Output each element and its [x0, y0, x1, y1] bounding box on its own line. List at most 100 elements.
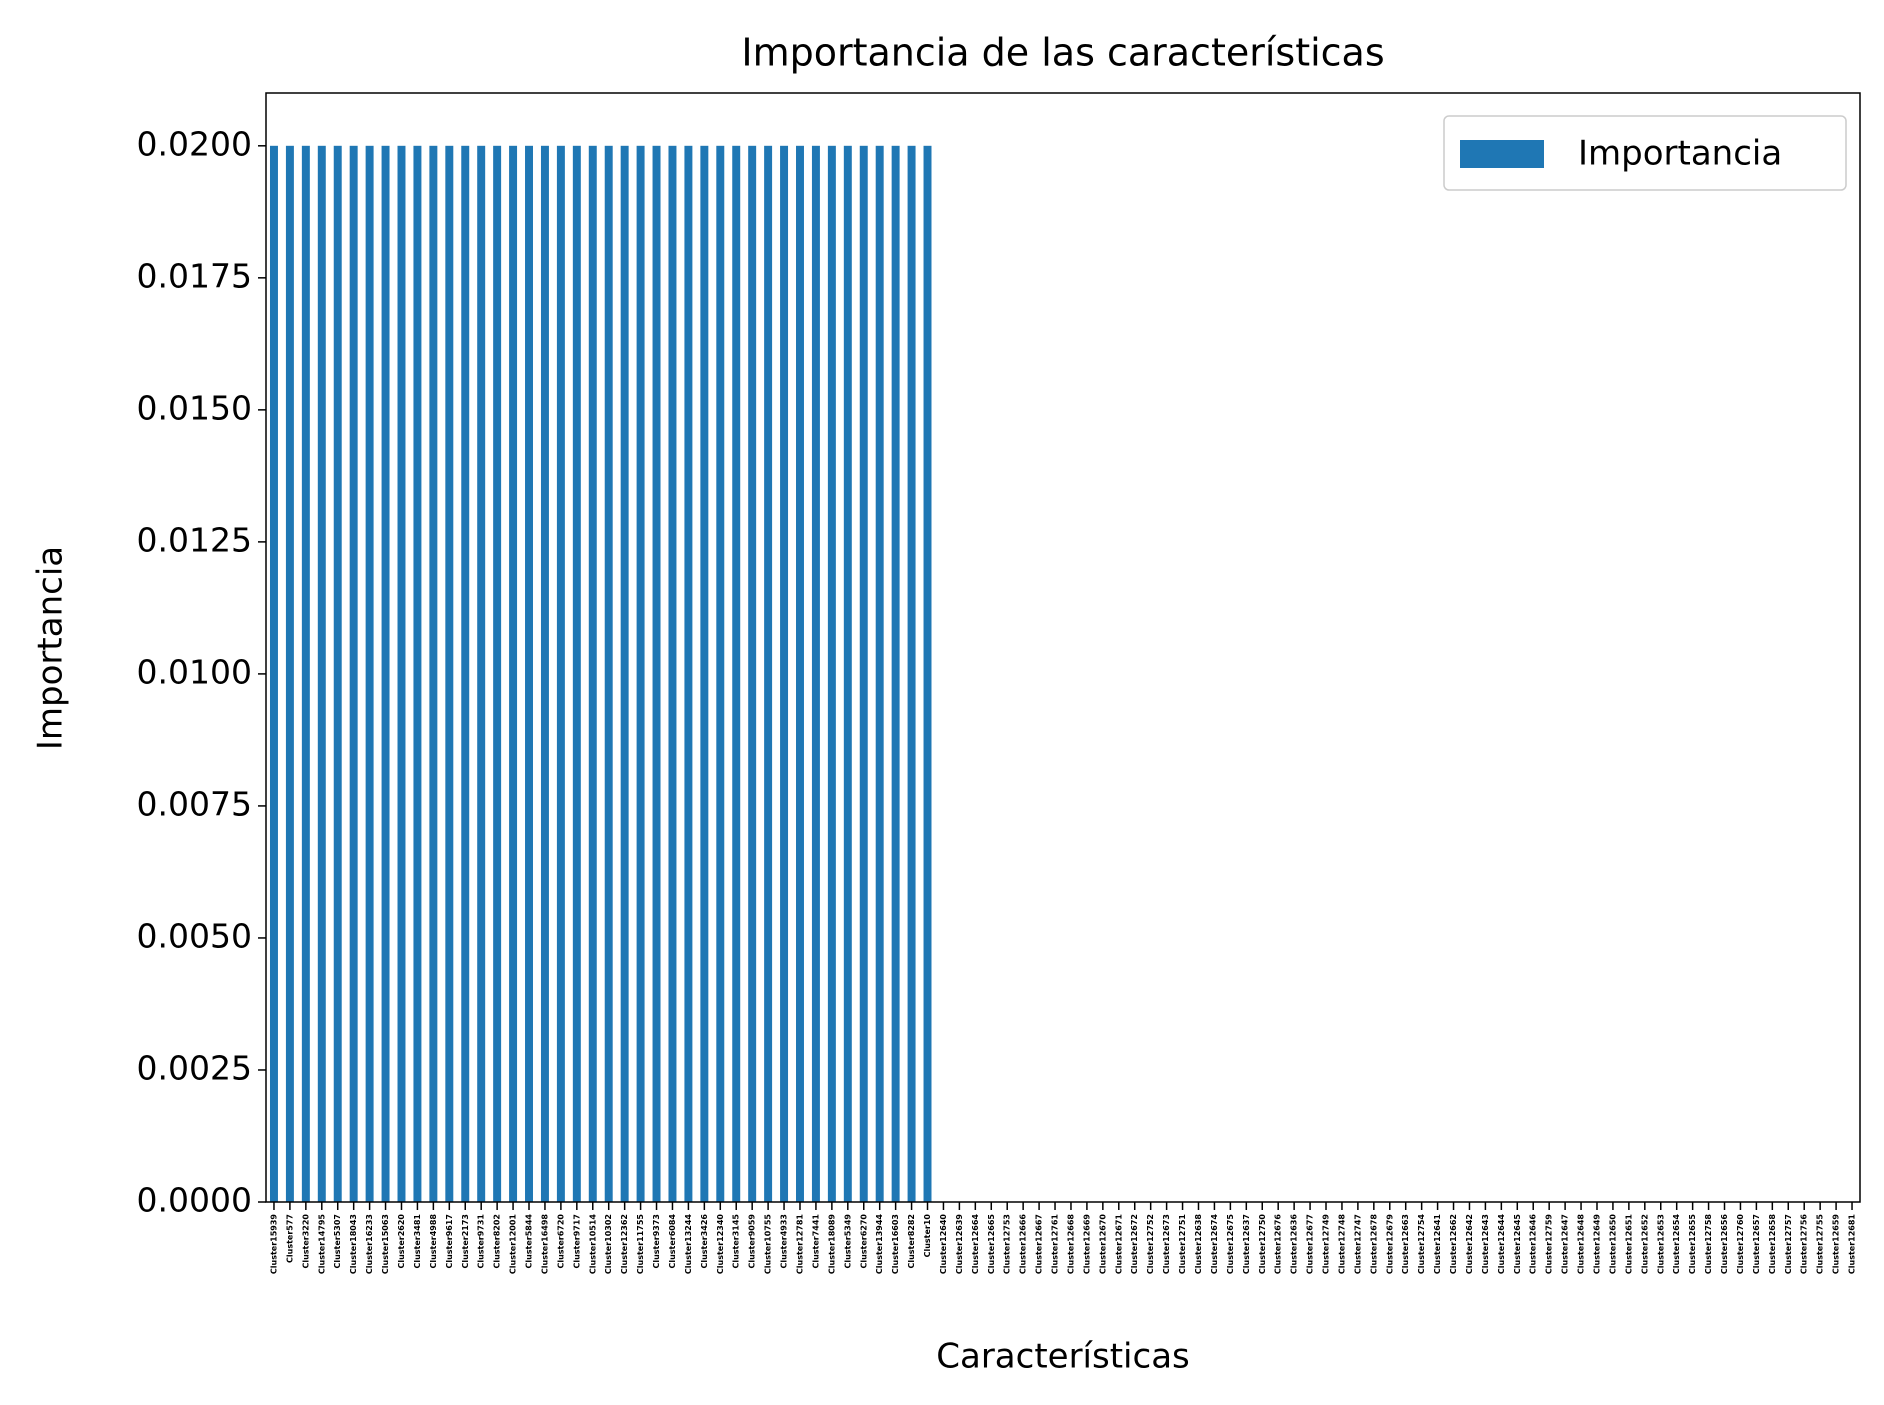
x-tick-label: Cluster6720 [556, 1214, 565, 1269]
bar [477, 145, 486, 1202]
bar [493, 145, 502, 1202]
x-tick-label: Cluster12672 [1130, 1214, 1139, 1274]
x-tick-label: Cluster12650 [1608, 1214, 1617, 1275]
x-tick-label: Cluster10514 [588, 1214, 597, 1275]
y-tick-label: 0.0150 [137, 388, 252, 427]
bar [333, 145, 342, 1202]
bar [811, 145, 820, 1202]
x-tick-label: Cluster12751 [1178, 1214, 1187, 1275]
x-tick-label: Cluster12651 [1624, 1214, 1633, 1275]
bar [620, 145, 629, 1202]
x-tick-label: Cluster4933 [780, 1214, 789, 1269]
x-tick-label: Cluster12760 [1736, 1214, 1745, 1275]
bar [397, 145, 406, 1202]
bar [349, 145, 358, 1202]
bar [748, 145, 757, 1202]
x-tick-label: Cluster16498 [540, 1214, 549, 1275]
x-tick-label: Cluster16233 [365, 1214, 374, 1274]
x-tick-label: Cluster12674 [1210, 1214, 1219, 1275]
bar [540, 145, 549, 1202]
x-tick-label: Cluster12675 [1226, 1214, 1235, 1275]
bar [525, 145, 533, 1202]
bar [796, 145, 804, 1202]
x-tick-label: Cluster9373 [652, 1214, 661, 1269]
y-tick-label: 0.0075 [137, 784, 252, 823]
x-tick-label: Cluster13944 [875, 1214, 884, 1275]
x-tick-label: Cluster12653 [1656, 1214, 1665, 1274]
x-tick-label: Cluster12756 [1800, 1214, 1809, 1275]
x-tick-label: Cluster12656 [1720, 1214, 1729, 1275]
x-tick-label: Cluster8202 [493, 1214, 502, 1269]
bar [285, 145, 294, 1202]
bar [764, 145, 773, 1202]
bar [859, 145, 868, 1202]
bar [604, 145, 613, 1202]
legend-box [1443, 115, 1847, 191]
x-tick-label: Cluster12659 [1832, 1214, 1841, 1275]
bar [684, 145, 693, 1202]
bar [509, 145, 518, 1202]
x-tick-label: Cluster12758 [1704, 1214, 1713, 1275]
x-tick-label: Cluster12677 [1306, 1214, 1315, 1274]
x-tick-label: Cluster5349 [843, 1214, 852, 1269]
x-tick-label: Cluster12670 [1098, 1214, 1107, 1275]
bar [668, 145, 677, 1202]
x-tick-label: Cluster12642 [1465, 1214, 1474, 1274]
x-tick-label: Cluster3426 [700, 1214, 709, 1269]
x-tick-label: Cluster12749 [1322, 1214, 1331, 1275]
bar [365, 145, 374, 1202]
x-tick-label: Cluster12652 [1640, 1214, 1649, 1274]
x-tick-label: Cluster6270 [859, 1214, 868, 1269]
x-tick-label: Cluster10755 [764, 1214, 773, 1275]
x-tick-label: Cluster18089 [827, 1214, 836, 1275]
y-tick-label: 0.0050 [137, 916, 252, 955]
x-tick-label: Cluster12755 [1816, 1214, 1825, 1275]
x-tick-label: Cluster12747 [1353, 1214, 1362, 1274]
x-tick-label: Cluster12664 [971, 1214, 980, 1275]
x-tick-label: Cluster12647 [1561, 1214, 1570, 1274]
bar [652, 145, 661, 1202]
bar [875, 145, 884, 1202]
x-tick-label: Cluster12641 [1433, 1214, 1442, 1275]
x-tick-label: Cluster12340 [716, 1214, 725, 1275]
x-tick-label: Cluster12671 [1114, 1214, 1123, 1275]
plot-frame [265, 92, 1861, 1203]
x-tick-label: Cluster12750 [1258, 1214, 1267, 1275]
x-tick-label: Cluster10302 [604, 1214, 613, 1274]
bar [843, 145, 852, 1202]
y-tick-label: 0.0200 [137, 124, 252, 163]
x-tick-label: Cluster2620 [397, 1214, 406, 1269]
x-tick-label: Cluster12668 [1066, 1214, 1075, 1275]
x-tick-label: Cluster12648 [1577, 1214, 1586, 1275]
y-tick-label: 0.0100 [137, 652, 252, 691]
x-tick-label: Cluster15939 [269, 1214, 278, 1275]
x-tick-label: Cluster10 [923, 1214, 932, 1258]
y-axis-label: Importancia [31, 546, 71, 750]
x-tick-label: Cluster3145 [732, 1214, 741, 1269]
bar [827, 145, 836, 1202]
x-tick-label: Cluster577 [285, 1214, 294, 1263]
x-tick-label: Cluster12669 [1082, 1214, 1091, 1275]
x-tick-label: Cluster12759 [1545, 1214, 1554, 1275]
x-tick-label: Cluster12676 [1274, 1214, 1283, 1275]
x-tick-label: Cluster12654 [1672, 1214, 1681, 1275]
x-tick-label: Cluster12643 [1481, 1214, 1490, 1274]
x-tick-label: Cluster12761 [1051, 1214, 1060, 1275]
x-tick-label: Cluster9717 [572, 1214, 581, 1269]
x-tick-label: Cluster12678 [1369, 1214, 1378, 1275]
x-tick-label: Cluster6084 [668, 1214, 677, 1269]
x-tick-label: Cluster12673 [1162, 1214, 1171, 1274]
x-tick-label: Cluster16603 [891, 1214, 900, 1274]
x-tick-label: Cluster12638 [1194, 1214, 1203, 1275]
x-tick-label: Cluster12757 [1784, 1214, 1793, 1274]
y-tick-label: 0.0000 [137, 1181, 252, 1220]
x-tick-label: Cluster12640 [939, 1214, 948, 1275]
x-tick-label: Cluster12644 [1497, 1214, 1506, 1275]
x-tick-label: Cluster5844 [525, 1214, 534, 1269]
bar [461, 145, 470, 1202]
chart-title: Importancia de las características [741, 31, 1384, 75]
bar [891, 145, 900, 1202]
legend-swatch [1460, 140, 1544, 168]
x-tick-label: Cluster12667 [1035, 1214, 1044, 1274]
